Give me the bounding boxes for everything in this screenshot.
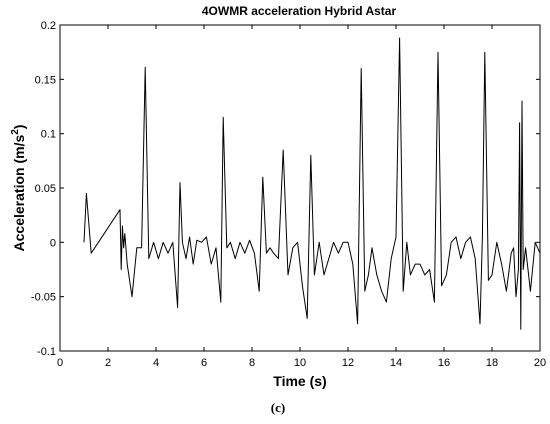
x-tick-label: 4: [153, 357, 159, 369]
y-axis: -0.1 -0.05 0 0.05 0.1 0.15 0.2: [31, 20, 540, 358]
figure-caption: (c): [271, 400, 285, 415]
x-tick-label: 6: [201, 357, 207, 369]
x-axis: 0 2 4 6 8 10 12 14 16 18 20: [57, 25, 546, 369]
y-tick-label: 0.05: [35, 183, 56, 195]
x-tick-label: 8: [249, 357, 255, 369]
x-tick-label: 18: [486, 357, 498, 369]
y-tick-label: 0: [50, 237, 56, 249]
y-axis-label-superscript: 2: [10, 129, 21, 135]
y-tick-label: -0.1: [37, 346, 56, 358]
y-tick-label: 0.2: [41, 20, 56, 32]
x-tick-label: 20: [534, 357, 546, 369]
x-axis-label: Time (s): [273, 373, 326, 389]
x-tick-label: 16: [438, 357, 450, 369]
y-tick-label: 0.1: [41, 129, 56, 141]
x-tick-label: 12: [342, 357, 354, 369]
chart-title: 4OWMR acceleration Hybrid Astar: [202, 4, 397, 18]
y-tick-label: 0.15: [35, 74, 56, 86]
x-tick-label: 2: [105, 357, 111, 369]
plot-area-frame: [59, 24, 541, 352]
x-tick-label: 10: [294, 357, 306, 369]
y-tick-label: -0.05: [31, 292, 56, 304]
acceleration-series-line: [83, 37, 541, 330]
y-axis-label-close: ): [11, 125, 27, 130]
y-axis-label: Acceleration (m/s2): [10, 125, 27, 252]
x-tick-label: 0: [57, 357, 63, 369]
y-axis-label-main: Acceleration (m/s: [11, 135, 27, 252]
x-tick-label: 14: [390, 357, 402, 369]
